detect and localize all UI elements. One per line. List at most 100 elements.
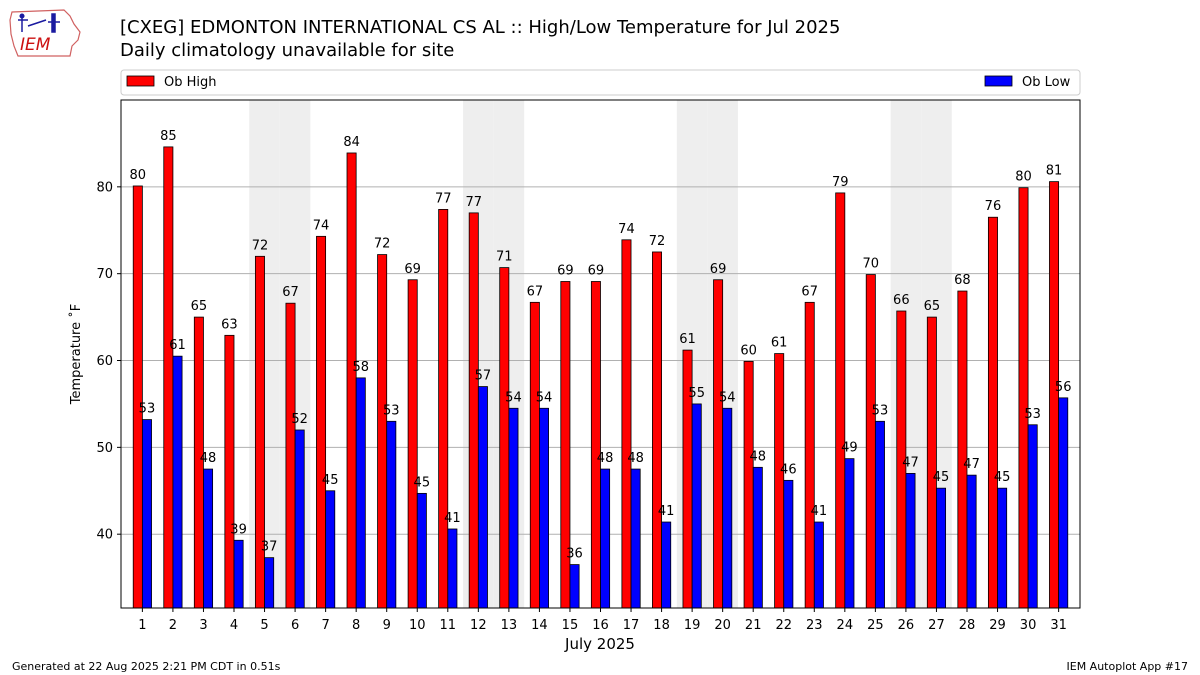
bar-low	[264, 557, 275, 609]
x-tick-label: 5	[260, 618, 268, 633]
bar-high	[224, 334, 235, 609]
bar-low	[1058, 397, 1069, 609]
bar-high	[254, 255, 265, 609]
chart-title: [CXEG] EDMONTON INTERNATIONAL CS AL :: H…	[120, 17, 841, 38]
data-label-low: 41	[811, 504, 828, 519]
data-label-high: 65	[191, 299, 208, 314]
data-label-low: 55	[688, 386, 705, 401]
data-label-low: 53	[383, 403, 400, 418]
data-label-low: 53	[1024, 407, 1041, 422]
data-label-low: 58	[352, 360, 369, 375]
data-label-high: 80	[1015, 170, 1032, 185]
x-tick-label: 23	[806, 618, 823, 633]
data-label-low: 53	[872, 403, 889, 418]
data-label-low: 49	[841, 441, 858, 456]
data-label-low: 46	[780, 462, 797, 477]
bar-high	[835, 192, 846, 609]
x-tick-label: 6	[291, 618, 299, 633]
bar-high	[163, 146, 174, 609]
bar-low	[783, 479, 794, 609]
x-tick-label: 31	[1050, 618, 1067, 633]
bar-low	[997, 487, 1008, 609]
data-label-low: 48	[200, 451, 217, 466]
data-label-low: 45	[414, 475, 431, 490]
bar-high	[652, 251, 662, 609]
chart-subtitle: Daily climatology unavailable for site	[120, 40, 455, 61]
bar-labels: 80 85 65 63 72 67 74 84 72 69 77 77 71 67 69 69 74 72 61 69…	[130, 129, 1072, 562]
bar-low	[203, 468, 214, 609]
x-tick-label: 24	[837, 618, 854, 633]
bar-low	[874, 420, 885, 609]
data-label-high: 72	[649, 234, 666, 249]
footer-generated: Generated at 22 Aug 2025 2:21 PM CDT in …	[12, 660, 281, 673]
bar-low	[600, 468, 611, 609]
data-label-high: 72	[374, 237, 391, 252]
bar-low	[630, 468, 641, 609]
data-label-high: 66	[893, 293, 910, 308]
x-tick-label: 11	[440, 618, 457, 633]
data-label-low: 47	[902, 455, 919, 470]
data-label-high: 79	[832, 175, 849, 190]
iowa-outline-icon	[9, 9, 81, 57]
bar-low	[355, 377, 366, 609]
data-label-low: 45	[994, 470, 1011, 485]
logo-text: IEM	[20, 35, 51, 55]
data-label-high: 67	[282, 285, 299, 300]
y-tick-label: 60	[96, 354, 113, 369]
bar-low	[936, 487, 947, 609]
data-label-high: 69	[710, 262, 727, 277]
y-tick-label: 40	[96, 528, 113, 543]
bar-high	[529, 301, 540, 609]
x-tick-label: 9	[383, 618, 391, 633]
y-axis-label: Temperature ˚F	[68, 304, 84, 405]
bar-high	[590, 281, 601, 609]
data-label-low: 48	[750, 449, 767, 464]
x-tick-label: 17	[623, 618, 640, 633]
x-tick-label: 4	[230, 618, 238, 633]
data-label-high: 63	[221, 317, 238, 332]
bar-high	[621, 239, 632, 609]
data-label-low: 48	[627, 451, 644, 466]
bar-low	[539, 407, 549, 609]
bar-high	[957, 290, 968, 609]
y-tick-label: 50	[96, 441, 113, 456]
bar-high	[743, 360, 754, 609]
bar-low	[691, 403, 702, 609]
bar-high	[1018, 187, 1029, 609]
bar-low	[233, 539, 244, 609]
x-tick-label: 18	[653, 618, 670, 633]
data-label-high: 77	[435, 191, 452, 206]
bar-high	[774, 353, 785, 609]
legend-high-label: Ob High	[164, 75, 217, 90]
bar-low	[722, 407, 733, 609]
x-axis: 1 2 3 4 5 6 7 8 9 10 11 12 13 14 15 16 17 18 19 20 21 22 23 24 2…	[138, 608, 1067, 633]
data-label-high: 71	[496, 250, 513, 265]
x-tick-label: 29	[989, 618, 1006, 633]
data-label-low: 54	[719, 390, 736, 405]
bar-low	[966, 474, 977, 609]
data-label-low: 54	[505, 390, 522, 405]
bar-low	[1027, 424, 1038, 609]
data-label-low: 56	[1055, 380, 1072, 395]
legend-box	[120, 69, 1081, 96]
x-tick-label: 8	[352, 618, 360, 633]
x-tick-label: 12	[470, 618, 487, 633]
data-label-high: 69	[588, 263, 605, 278]
bar-high	[407, 279, 418, 609]
data-label-high: 76	[985, 199, 1002, 214]
data-label-high: 61	[771, 336, 788, 351]
data-label-high: 68	[954, 273, 971, 288]
y-tick-label: 80	[96, 180, 113, 195]
x-tick-label: 16	[592, 618, 609, 633]
data-label-high: 60	[740, 343, 757, 358]
data-label-low: 53	[139, 402, 156, 417]
data-label-high: 81	[1046, 164, 1063, 179]
bar-low	[477, 386, 488, 609]
data-label-high: 69	[404, 262, 421, 277]
x-tick-label: 15	[562, 618, 579, 633]
data-label-low: 54	[536, 390, 553, 405]
data-label-low: 48	[597, 451, 614, 466]
data-label-low: 47	[963, 457, 980, 472]
data-label-high: 67	[527, 284, 544, 299]
